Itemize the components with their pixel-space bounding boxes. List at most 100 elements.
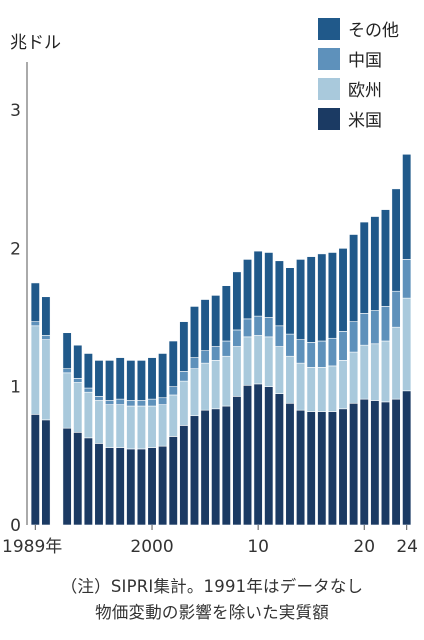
bar-segment-2019-3	[349, 234, 359, 322]
bar-segment-2015-0	[306, 411, 316, 526]
bar-segment-2020-1	[359, 344, 369, 400]
legend-swatch	[318, 48, 340, 70]
bar-segment-2021-1	[370, 343, 380, 401]
bar-segment-2013-2	[285, 333, 295, 357]
bar-segment-1997-1	[115, 404, 125, 448]
x-axis-ticks: 1989年 2000 10 20 24	[2, 525, 418, 557]
bar-segment-2008-2	[232, 329, 242, 347]
bar-segment-2003-2	[179, 371, 189, 382]
bar-segment-1999-2	[136, 400, 146, 407]
bar-segment-1997-3	[115, 357, 125, 400]
bar-segment-1998-0	[126, 448, 136, 526]
bar-segment-2001-1	[158, 404, 168, 447]
bar-segment-2008-3	[232, 271, 242, 331]
bar-segment-2002-1	[168, 394, 178, 437]
y-tick-label: 1	[10, 378, 21, 398]
bar-segment-1999-1	[136, 405, 146, 450]
bar-segment-1993-1	[73, 382, 83, 433]
bar-segment-1993-0	[73, 432, 83, 526]
bar-segment-1990-0	[41, 419, 51, 526]
note-line-1: （注）SIPRI集計。1991年はデータなし	[60, 577, 364, 596]
bar-segment-1996-0	[105, 447, 115, 526]
bar-segment-2024-0	[402, 390, 412, 526]
bar-segment-2022-3	[380, 209, 391, 307]
bar-segment-2018-0	[338, 408, 348, 526]
bar-segment-2011-0	[264, 386, 274, 526]
note-line-2: 物価変動の影響を除いた実質額	[95, 603, 329, 622]
bar-segment-2024-1	[402, 297, 412, 392]
bar-segment-1992-1	[62, 372, 72, 429]
bar-segment-2020-3	[359, 221, 369, 314]
bar-segment-1996-2	[105, 400, 115, 405]
bar-segment-2005-0	[200, 409, 210, 526]
x-tick-label: 24	[396, 537, 418, 557]
bar-segment-1992-2	[62, 368, 72, 374]
bar-segment-2019-1	[349, 351, 359, 404]
bar-segment-2009-2	[242, 318, 253, 338]
x-tick-label: 1989年	[2, 537, 62, 557]
bar-segment-2020-2	[359, 313, 369, 346]
legend-label: 中国	[348, 51, 382, 71]
bar-segment-2021-3	[370, 216, 380, 311]
bar-segment-2006-1	[211, 360, 221, 410]
bar-segment-1996-1	[105, 404, 115, 448]
bar-segment-2006-3	[211, 295, 221, 347]
bar-segment-2006-0	[211, 408, 221, 526]
bar-segment-2003-3	[179, 321, 189, 372]
bar-segment-2007-1	[221, 355, 231, 407]
bar-segment-2005-3	[200, 299, 210, 351]
bar-segment-2022-1	[380, 340, 391, 403]
bar-segment-2000-3	[147, 357, 157, 400]
bar-segment-2007-0	[221, 405, 231, 526]
bar-segment-1995-2	[94, 396, 104, 401]
bar-segment-2012-3	[274, 260, 284, 327]
bar-segment-1990-2	[41, 335, 51, 340]
bar-segment-2016-0	[317, 411, 327, 526]
x-tick-label: 10	[247, 537, 269, 557]
bar-segment-1989-3	[30, 282, 40, 322]
bar-segment-2008-1	[232, 346, 242, 397]
bar-segment-2013-1	[285, 355, 295, 404]
bar-segment-1998-2	[126, 400, 136, 407]
bar-segment-2014-0	[296, 409, 306, 526]
bar-segment-2016-2	[317, 340, 327, 368]
bar-segment-2003-0	[179, 425, 189, 526]
bar-segment-1994-3	[83, 353, 93, 389]
bar-segment-2004-0	[189, 415, 200, 526]
bar-segment-2012-1	[274, 346, 284, 394]
bar-segment-1989-0	[30, 414, 40, 526]
bar-segment-2013-0	[285, 402, 295, 526]
bar-segment-2022-0	[380, 401, 391, 526]
bar-segment-2001-3	[158, 353, 168, 399]
bar-segment-2009-0	[242, 384, 253, 526]
legend-swatch	[318, 78, 340, 100]
x-tick-label: 20	[353, 537, 375, 557]
bar-segment-1995-3	[94, 360, 104, 397]
bar-segment-2014-2	[296, 339, 306, 364]
y-axis-unit-label: 兆ドル	[10, 33, 61, 53]
bar-segment-2001-2	[158, 397, 168, 405]
y-axis-ticks: 0 1 2 3	[10, 101, 21, 536]
bar-segment-1997-2	[115, 398, 125, 405]
bar-segment-2000-0	[147, 447, 157, 526]
bar-segment-1999-0	[136, 448, 146, 526]
bar-segment-2010-3	[253, 250, 263, 317]
bar-segment-2004-2	[189, 357, 200, 369]
bar-segment-2015-2	[306, 342, 316, 368]
bar-segment-2007-3	[221, 285, 231, 342]
bar-segment-2018-2	[338, 331, 348, 361]
legend-swatch	[318, 108, 340, 130]
bar-segment-1989-1	[30, 325, 40, 415]
bar-segment-1994-2	[83, 387, 93, 393]
y-tick-label: 2	[10, 239, 21, 259]
bar-segment-2017-0	[327, 411, 337, 526]
legend-label: その他	[348, 21, 399, 41]
bar-segment-2023-3	[391, 188, 401, 292]
bar-segment-2012-0	[274, 393, 284, 526]
bar-segment-2001-0	[158, 445, 168, 526]
bar-segment-1990-1	[41, 339, 51, 421]
legend-label: 米国	[348, 111, 382, 131]
bar-segment-2010-0	[253, 383, 263, 526]
